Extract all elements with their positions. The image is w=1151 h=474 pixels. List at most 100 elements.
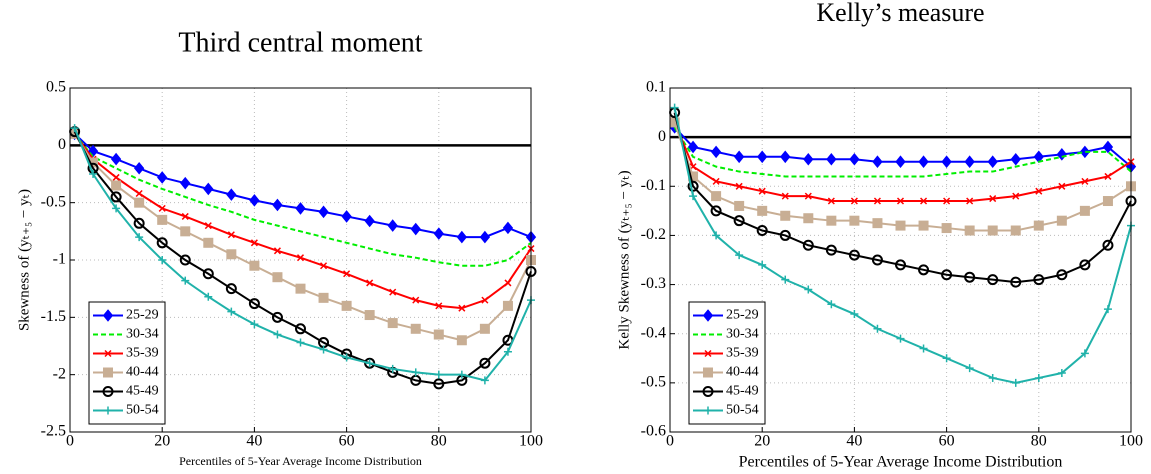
marker [804,192,812,200]
y-axis-label: Skewness of (yₜ₊₅ − yₜ) [16,189,32,331]
marker [203,237,214,248]
marker [227,307,236,316]
legend-label: 25-29 [126,308,159,323]
axes-frame [69,87,532,433]
marker [296,338,305,347]
marker [456,335,467,346]
marker [689,192,698,201]
y-tick-label: -2.5 [41,423,66,440]
legend-label: 45-49 [126,384,159,399]
marker [295,202,306,215]
marker [295,283,306,294]
marker [781,275,790,284]
marker [918,155,929,169]
marker [364,357,376,369]
marker [804,285,813,294]
y-tick-label: -0.2 [641,226,666,243]
marker [943,197,951,205]
marker [411,368,420,377]
legend-marker [103,367,113,378]
marker [410,323,421,334]
marker [850,197,858,205]
x-tick-label: 40 [846,433,862,450]
marker [226,188,237,201]
marker [757,150,768,164]
marker [1035,187,1043,195]
marker [249,260,260,271]
marker [181,212,189,220]
subplot: 0 20 40 60 80 100 -0.6 -0.5 -0.4 -0.3 -0.2 -0.1 0 0.1… [616,0,1143,471]
marker [780,210,791,221]
marker [1079,205,1090,216]
marker [365,359,374,368]
marker [341,210,352,223]
marker [758,187,766,195]
marker [1058,182,1066,190]
marker [318,205,329,219]
marker [456,230,467,244]
marker [942,354,951,363]
marker [226,249,237,260]
marker [272,272,283,283]
legend-box [688,301,766,425]
marker [919,344,928,353]
marker [319,345,328,354]
marker [896,197,905,205]
marker [342,353,351,362]
y-tick-label: -0.4 [641,324,666,341]
marker [895,259,906,271]
y-tick-label: -1 [53,251,66,268]
marker [849,152,860,166]
marker [112,204,121,213]
marker [1102,239,1114,251]
marker [202,268,214,280]
y-tick-label: -2 [53,365,66,382]
marker [320,262,328,270]
marker [918,220,929,231]
marker [734,150,745,164]
marker [366,279,374,287]
marker [802,239,814,251]
y-tick-label: -1.5 [41,308,66,325]
legend-label: 45-49 [726,384,759,399]
marker [481,296,489,304]
legend-marker [102,309,114,322]
marker [388,364,397,373]
chart-title: Third central moment [178,27,422,58]
legend-marker [104,406,112,415]
marker [1010,225,1021,236]
marker [225,283,237,295]
marker [735,251,744,260]
series-line [73,133,532,267]
marker [480,376,489,385]
marker [157,214,168,225]
marker [250,320,259,329]
marker [1079,145,1091,159]
marker [180,226,191,237]
marker [987,155,998,169]
marker [502,300,513,311]
marker [181,276,190,285]
legend-marker [702,309,714,322]
marker [112,173,120,181]
marker [180,176,191,190]
marker [987,274,999,286]
marker [827,197,835,205]
marker [87,144,99,158]
x-tick-label: 0 [666,433,674,450]
marker [504,279,512,287]
marker [204,292,213,301]
x-tick-label: 80 [431,433,447,450]
marker [1012,192,1020,200]
marker [341,300,352,311]
x-tick-label: 40 [246,433,262,450]
marker [479,323,490,334]
x-tick-label: 100 [1119,433,1143,450]
legend-label: 35-39 [126,346,159,361]
marker [825,244,837,256]
marker [941,269,953,281]
marker [1103,305,1112,314]
marker [989,195,997,203]
marker [1104,172,1112,180]
